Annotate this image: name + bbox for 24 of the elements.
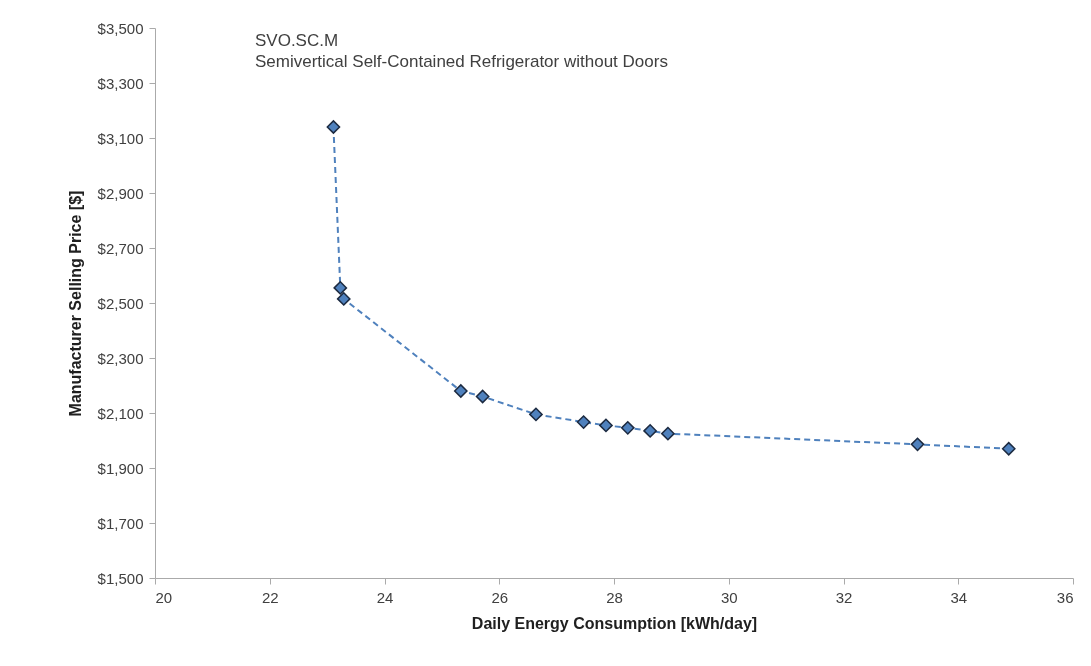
x-tick-label: 32 xyxy=(835,588,853,606)
x-tick-label: 34 xyxy=(950,588,968,606)
chart-title: SVO.SC.M xyxy=(255,31,339,50)
x-tick-label: 36 xyxy=(1056,588,1074,606)
x-tick-label: 22 xyxy=(261,588,279,606)
y-tick-label: $1,700 xyxy=(97,514,144,532)
y-tick-label: $3,300 xyxy=(97,74,144,92)
x-tick-label: 26 xyxy=(491,588,509,606)
x-tick-label: 28 xyxy=(606,588,623,606)
y-tick-label: $3,100 xyxy=(97,129,144,147)
x-tick-label: 30 xyxy=(720,588,738,606)
y-tick-label: $2,700 xyxy=(97,239,144,257)
x-axis-title: Daily Energy Consumption [kWh/day] xyxy=(471,614,758,632)
y-tick-label: $1,900 xyxy=(97,459,144,477)
y-tick-label: $2,500 xyxy=(97,294,144,312)
y-tick-label: $3,500 xyxy=(97,19,144,37)
y-tick-label: $2,900 xyxy=(97,184,144,202)
text: Semivertical Self-Contained Refrigerator without Doors xyxy=(255,52,668,71)
y-tick-label: $1,500 xyxy=(97,569,144,587)
y-tick-label: $2,300 xyxy=(97,349,144,367)
y-axis-title: Manufacturer Selling Price [$] xyxy=(66,190,84,417)
y-tick-label: $2,100 xyxy=(97,404,144,422)
x-tick-label: 24 xyxy=(376,588,394,606)
x-tick-label: 20 xyxy=(155,588,173,606)
